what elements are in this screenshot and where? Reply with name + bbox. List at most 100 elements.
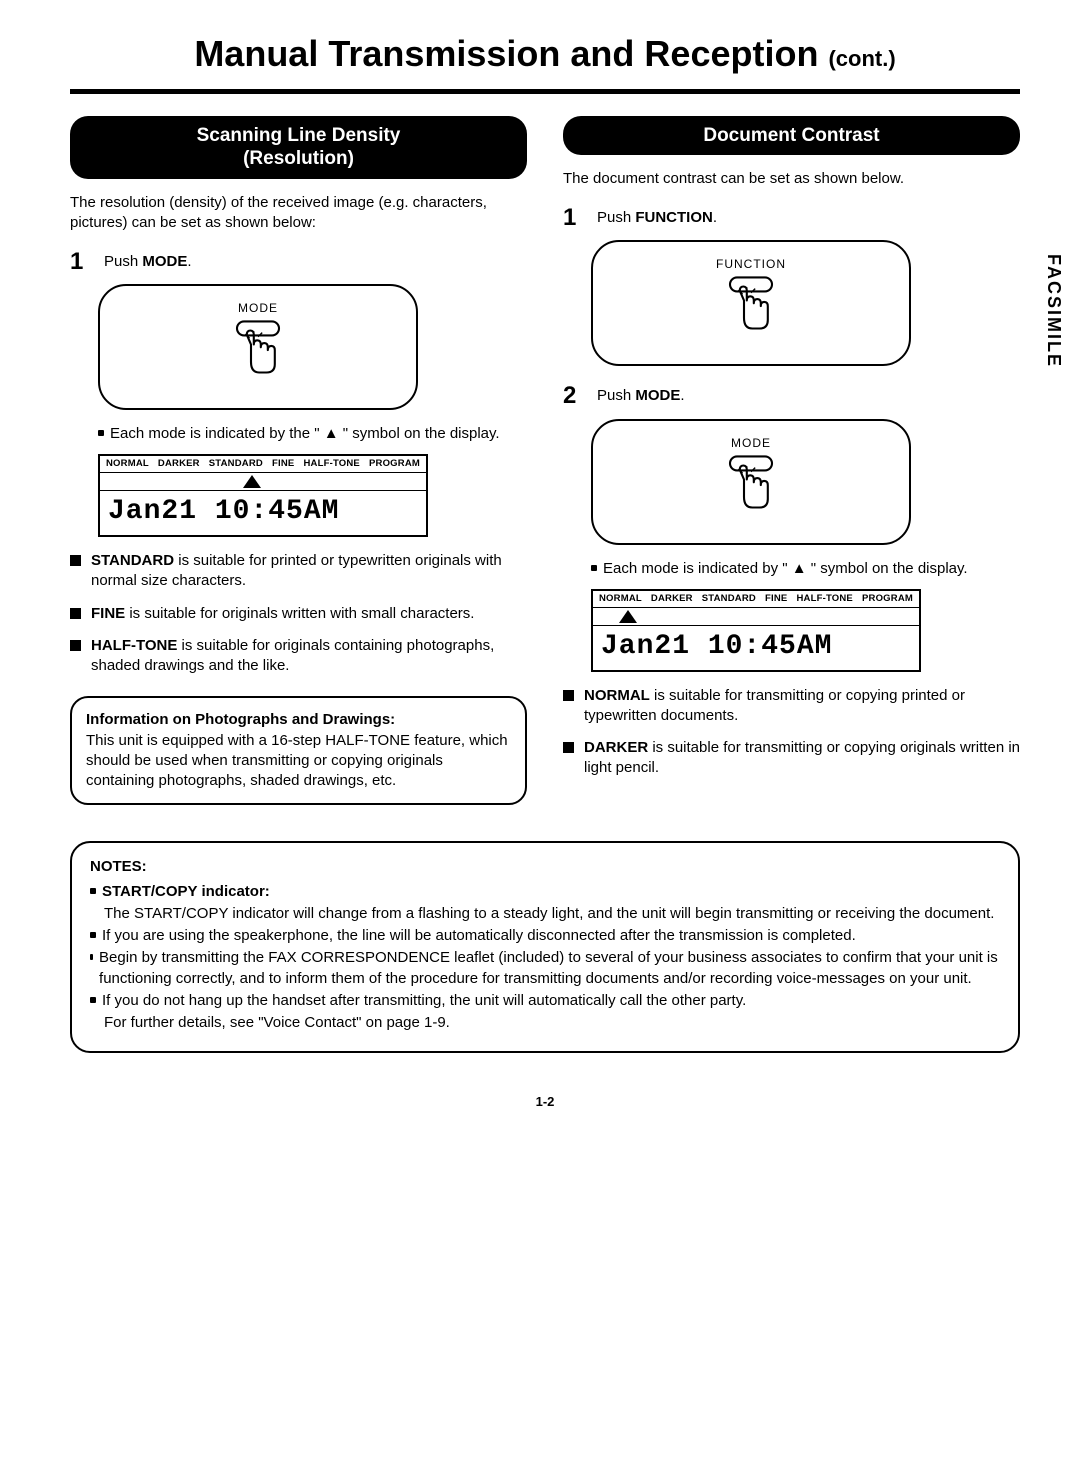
button-label-mode: MODE — [238, 300, 278, 316]
notes-title: NOTES: — [90, 857, 1000, 877]
step-text: Push FUNCTION. — [597, 208, 717, 228]
note-text: Begin by transmitting the FAX CORRESPOND… — [99, 948, 1000, 989]
square-bullet-icon — [563, 690, 574, 701]
hand-press-icon — [223, 320, 293, 390]
lcd-arrow-row — [593, 608, 919, 626]
lcd-hdr: HALF-TONE — [303, 458, 360, 471]
lcd-timestamp: Jan21 10:45AM — [100, 491, 426, 535]
step-text: Push MODE. — [104, 252, 192, 272]
lcd-hdr: FINE — [765, 593, 787, 606]
page-title: Manual Transmission and Reception (cont.… — [70, 30, 1020, 79]
list-item: FINE is suitable for originals written w… — [70, 604, 527, 624]
main-columns: Scanning Line Density (Resolution) The r… — [70, 116, 1020, 806]
lcd-hdr: FINE — [272, 458, 294, 471]
note-line: If you are using the speakerphone, the l… — [90, 926, 1000, 946]
arrow-note-text: Each mode is indicated by the " ▲ " symb… — [110, 424, 500, 444]
item-text: FINE is suitable for originals written w… — [91, 604, 474, 624]
left-header: Scanning Line Density (Resolution) — [70, 116, 527, 180]
square-bullet-icon — [563, 742, 574, 753]
note-text: START/COPY indicator: — [102, 882, 270, 902]
left-intro: The resolution (density) of the received… — [70, 193, 527, 234]
lcd-triangle-icon — [619, 610, 637, 623]
item-text: DARKER is suitable for transmitting or c… — [584, 738, 1020, 779]
left-mode-list: STANDARD is suitable for printed or type… — [70, 551, 527, 676]
left-lcd: NORMAL DARKER STANDARD FINE HALF-TONE PR… — [98, 454, 428, 537]
right-step-2: 2 Push MODE. — [563, 380, 1020, 412]
step-number: 1 — [70, 246, 90, 278]
title-suffix: (cont.) — [828, 46, 895, 71]
lcd-hdr: STANDARD — [702, 593, 756, 606]
step-text: Push MODE. — [597, 386, 685, 406]
right-header: Document Contrast — [563, 116, 1020, 156]
hand-press-icon — [716, 455, 786, 525]
bullet-dot-icon — [90, 888, 96, 894]
lcd-hdr: HALF-TONE — [796, 593, 853, 606]
bullet-dot-icon — [90, 997, 96, 1003]
lcd-hdr: NORMAL — [599, 593, 642, 606]
info-box: Information on Photographs and Drawings:… — [70, 696, 527, 805]
lcd-hdr: NORMAL — [106, 458, 149, 471]
note-subtext: The START/COPY indicator will change fro… — [104, 904, 1000, 924]
info-title: Information on Photographs and Drawings: — [86, 711, 395, 728]
step-button-name: MODE — [142, 253, 187, 270]
lcd-hdr: STANDARD — [209, 458, 263, 471]
step-prefix: Push — [597, 209, 635, 226]
item-text: NORMAL is suitable for transmitting or c… — [584, 686, 1020, 727]
right-intro: The document contrast can be set as show… — [563, 169, 1020, 189]
item-text: STANDARD is suitable for printed or type… — [91, 551, 527, 592]
side-tab-facsimile: FACSIMILE — [1040, 250, 1068, 372]
right-mode-list: NORMAL is suitable for transmitting or c… — [563, 686, 1020, 779]
list-item: STANDARD is suitable for printed or type… — [70, 551, 527, 592]
step-prefix: Push — [104, 253, 142, 270]
left-column: Scanning Line Density (Resolution) The r… — [70, 116, 527, 806]
step-suffix: . — [680, 387, 684, 404]
right-column: Document Contrast The document contrast … — [563, 116, 1020, 806]
note-line: Begin by transmitting the FAX CORRESPOND… — [90, 948, 1000, 989]
hand-press-icon — [716, 276, 786, 346]
page-number: 1-2 — [70, 1093, 1020, 1111]
button-label-function: FUNCTION — [716, 256, 786, 272]
note-line: START/COPY indicator: — [90, 882, 1000, 902]
arrow-note-text: Each mode is indicated by " ▲ " symbol o… — [603, 559, 968, 579]
bullet-dot-icon — [90, 954, 93, 960]
note-subtext: For further details, see "Voice Contact"… — [104, 1013, 1000, 1033]
step-suffix: . — [713, 209, 717, 226]
notes-box: NOTES: START/COPY indicator: The START/C… — [70, 841, 1020, 1053]
bullet-dot-icon — [98, 430, 104, 436]
lcd-hdr: DARKER — [158, 458, 200, 471]
bullet-dot-icon — [90, 932, 96, 938]
lcd-header-row: NORMAL DARKER STANDARD FINE HALF-TONE PR… — [593, 591, 919, 608]
step-suffix: . — [187, 253, 191, 270]
square-bullet-icon — [70, 555, 81, 566]
item-text: HALF-TONE is suitable for originals cont… — [91, 636, 527, 677]
list-item: HALF-TONE is suitable for originals cont… — [70, 636, 527, 677]
square-bullet-icon — [70, 640, 81, 651]
mode-button-panel: MODE — [98, 284, 418, 410]
right-lcd: NORMAL DARKER STANDARD FINE HALF-TONE PR… — [591, 589, 921, 672]
lcd-triangle-icon — [243, 475, 261, 488]
step-number: 1 — [563, 202, 583, 234]
note-line: If you do not hang up the handset after … — [90, 991, 1000, 1011]
lcd-arrow-row — [100, 473, 426, 491]
function-button-panel: FUNCTION — [591, 240, 911, 366]
mode-button-panel-right: MODE — [591, 419, 911, 545]
list-item: DARKER is suitable for transmitting or c… — [563, 738, 1020, 779]
lcd-hdr: DARKER — [651, 593, 693, 606]
left-arrow-note: Each mode is indicated by the " ▲ " symb… — [98, 424, 527, 444]
button-label-mode: MODE — [731, 435, 771, 451]
step-button-name: MODE — [635, 387, 680, 404]
square-bullet-icon — [70, 608, 81, 619]
title-rule — [70, 89, 1020, 94]
step-prefix: Push — [597, 387, 635, 404]
lcd-hdr: PROGRAM — [369, 458, 420, 471]
right-step-1: 1 Push FUNCTION. — [563, 202, 1020, 234]
lcd-hdr: PROGRAM — [862, 593, 913, 606]
bullet-dot-icon — [591, 565, 597, 571]
title-main: Manual Transmission and Reception — [194, 33, 818, 74]
lcd-timestamp: Jan21 10:45AM — [593, 626, 919, 670]
step-number: 2 — [563, 380, 583, 412]
note-text: If you do not hang up the handset after … — [102, 991, 746, 1011]
list-item: NORMAL is suitable for transmitting or c… — [563, 686, 1020, 727]
note-text: If you are using the speakerphone, the l… — [102, 926, 856, 946]
left-step-1: 1 Push MODE. — [70, 246, 527, 278]
